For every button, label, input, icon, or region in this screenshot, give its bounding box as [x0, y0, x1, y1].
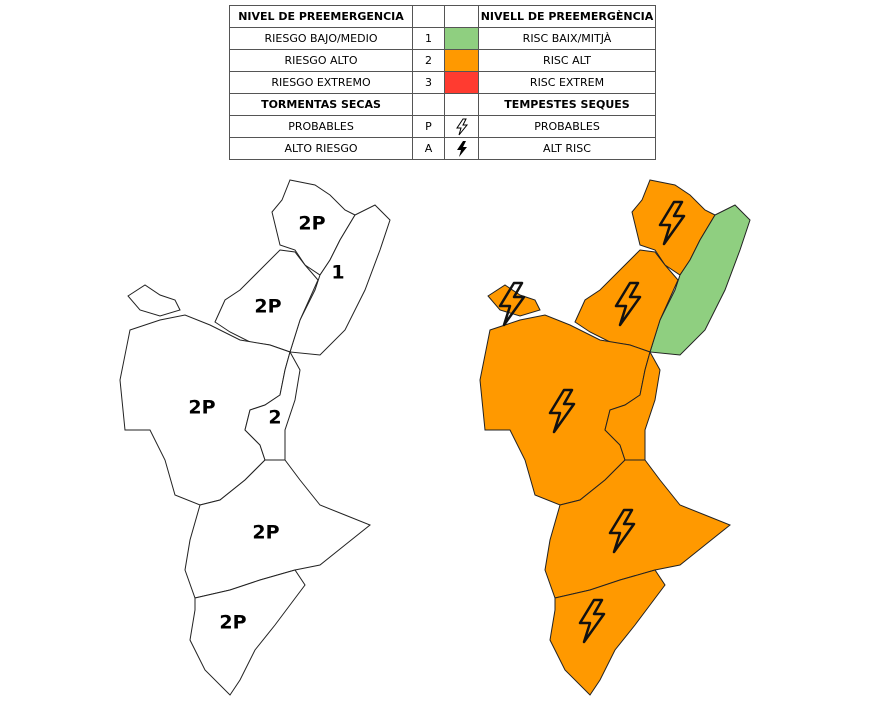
region [549, 569, 666, 696]
bolt-icon [614, 281, 642, 327]
region [189, 569, 306, 696]
bolt-icon [658, 200, 686, 246]
region-label: 2P [219, 612, 246, 634]
bolt-icon [578, 598, 606, 644]
header: NIVELL DE PREEMERGÈNCIA [478, 5, 656, 28]
region-label: 2P [254, 296, 281, 318]
bolt-icon [608, 508, 636, 554]
region [184, 459, 371, 599]
region [604, 350, 661, 461]
storm-header: TEMPESTES SEQUES [478, 93, 656, 116]
region-label: 1 [331, 262, 344, 284]
region [649, 204, 751, 356]
region [544, 459, 731, 599]
map-right [479, 179, 751, 696]
region [244, 350, 301, 461]
bolt-icon [548, 388, 576, 434]
map-left: 2P 1 2P 2P 2 2P 2P [119, 179, 391, 696]
bolt-outline [455, 118, 468, 135]
region-label: 2P [188, 397, 215, 419]
region-label: 2 [268, 407, 281, 429]
region-label: 2P [252, 522, 279, 544]
bolt-filled [456, 140, 467, 157]
storm-ca: ALT RISC [478, 137, 656, 160]
region [289, 204, 391, 356]
header: NIVEL DE PREEMERGENCIA [229, 5, 413, 28]
legend-table: NIVEL DE PREEMERGENCIA NIVELL DE PREEMERG… [229, 5, 656, 160]
islet [127, 284, 181, 317]
region-label: 2P [298, 213, 325, 235]
islet [487, 284, 541, 317]
bolt-icon [498, 281, 526, 327]
storm-es: ALTO RIESGO [229, 137, 413, 160]
level-swatch [444, 27, 479, 50]
